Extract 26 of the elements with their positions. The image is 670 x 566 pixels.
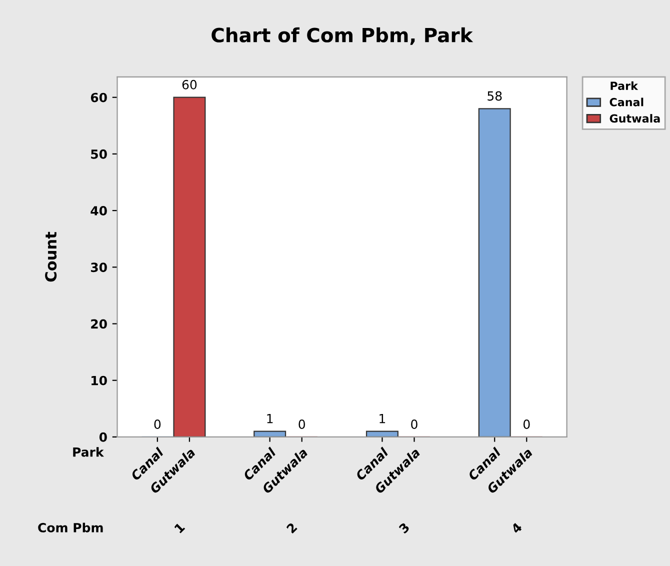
chart-title: Chart of Com Pbm, Park bbox=[212, 27, 474, 45]
data-label: 58 bbox=[488, 91, 502, 101]
legend-label: Canal bbox=[610, 98, 644, 106]
x-tick-label: 2 bbox=[286, 522, 298, 534]
x-tick-label: 3 bbox=[398, 522, 410, 534]
data-label: 1 bbox=[267, 414, 273, 424]
y-tick-label: 0 bbox=[99, 432, 107, 442]
x-axis-title: Com Pbm bbox=[38, 522, 103, 532]
data-label: 60 bbox=[182, 80, 197, 90]
data-label: 0 bbox=[298, 420, 305, 429]
y-tick-label: 50 bbox=[91, 149, 107, 159]
data-label: 0 bbox=[411, 420, 418, 429]
y-tick-label: 60 bbox=[90, 92, 107, 102]
data-label: 0 bbox=[154, 420, 161, 429]
x-tick-label: 1 bbox=[174, 522, 186, 534]
x-tick-label: 4 bbox=[510, 522, 522, 534]
data-label: 1 bbox=[380, 414, 386, 424]
y-tick-label: 10 bbox=[92, 376, 107, 386]
y-tick-label: 40 bbox=[90, 206, 107, 216]
text: Park bbox=[73, 447, 104, 457]
data-label: 0 bbox=[523, 420, 530, 429]
y-tick-label: 30 bbox=[90, 262, 107, 272]
legend-label: Gutwala bbox=[610, 114, 660, 123]
legend-title: Park bbox=[610, 81, 638, 90]
y-axis-title: Count bbox=[45, 232, 57, 282]
y-tick-label: 20 bbox=[91, 319, 107, 329]
